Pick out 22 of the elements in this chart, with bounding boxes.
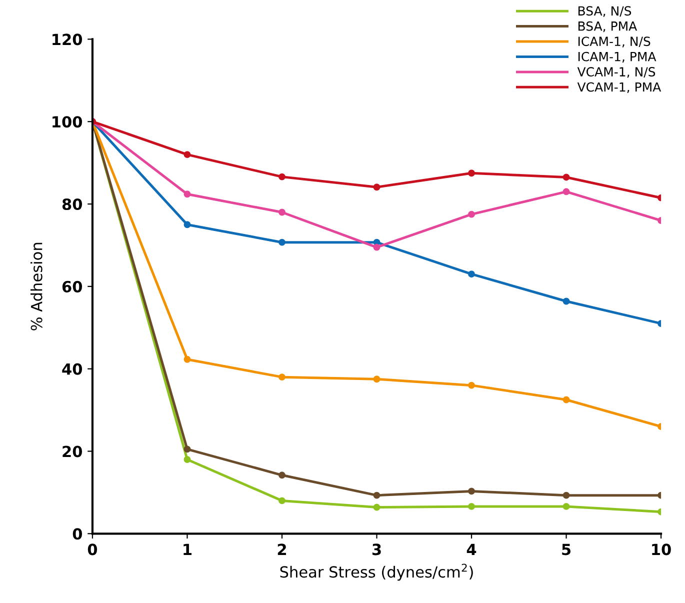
y-tick-label: 0: [72, 528, 82, 540]
legend-label: BSA, PMA: [578, 21, 638, 32]
x-tick-label: 10: [652, 544, 671, 556]
y-tick-label: 100: [52, 116, 82, 128]
legend-label: ICAM-1, PMA: [578, 52, 656, 63]
y-tick-label: 60: [62, 280, 82, 292]
legend-label: VCAM-1, N/S: [577, 67, 656, 78]
y-tick-label: 20: [62, 446, 82, 458]
x-axis-title: Shear Stress (dynes/cm$^{2}$): [280, 564, 473, 581]
x-tick-label: 1: [184, 544, 192, 555]
x-tick-label: 0: [88, 544, 98, 556]
legend-label: VCAM-1, PMA: [577, 82, 662, 94]
x-tick-label: 3: [372, 544, 381, 556]
legend-label: ICAM-1, N/S: [578, 36, 650, 48]
y-axis-title: % Adhesion: [30, 242, 42, 330]
y-tick-label: 120: [52, 34, 82, 46]
legend-label: BSA, N/S: [578, 6, 632, 17]
x-tick-label: 2: [278, 544, 286, 555]
y-tick-label: 40: [62, 363, 82, 375]
x-tick-label: 5: [562, 544, 571, 556]
x-tick-label: 4: [466, 544, 476, 555]
y-tick-label: 80: [62, 198, 82, 210]
